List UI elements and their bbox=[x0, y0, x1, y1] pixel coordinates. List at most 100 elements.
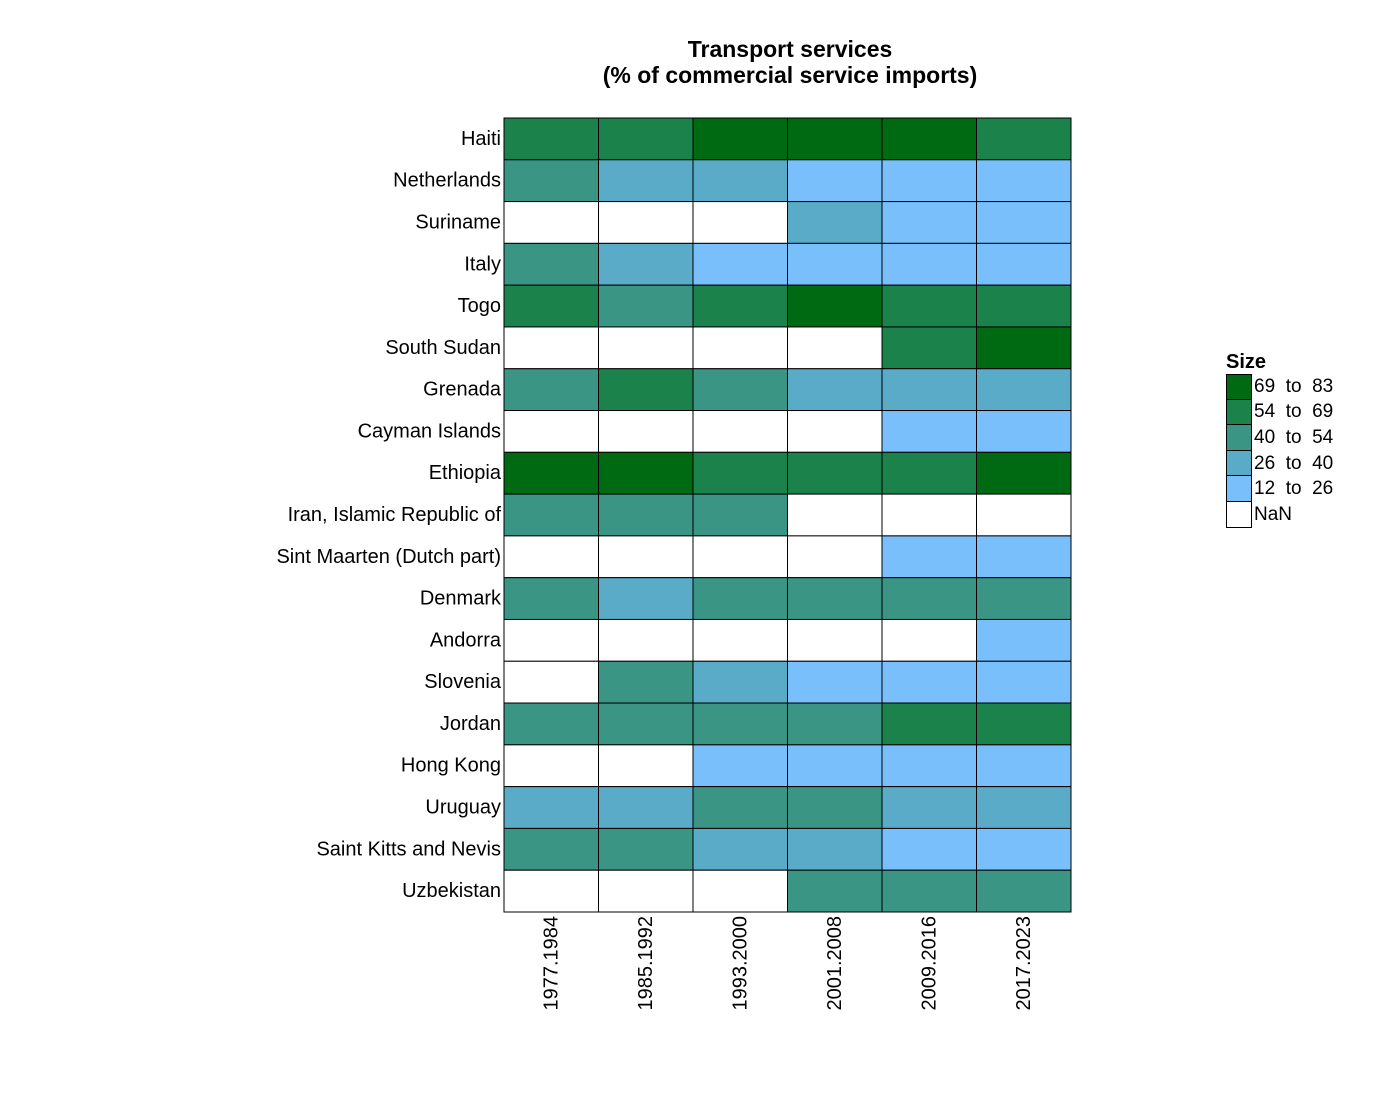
y-tick-label: Netherlands bbox=[393, 170, 501, 192]
heatmap-cell bbox=[598, 702, 694, 746]
heatmap-cell bbox=[503, 869, 599, 913]
heatmap-cell bbox=[692, 869, 788, 913]
heatmap-cell bbox=[787, 869, 883, 913]
heatmap-cell bbox=[503, 827, 599, 871]
heatmap-cell bbox=[598, 410, 694, 453]
y-tick-label: Iran, Islamic Republic of bbox=[288, 504, 502, 526]
legend-swatch bbox=[1226, 501, 1252, 528]
heatmap-cell bbox=[692, 451, 788, 495]
heatmap-cell bbox=[692, 618, 788, 662]
heatmap-cell bbox=[598, 201, 694, 244]
heatmap-cell bbox=[692, 827, 788, 871]
legend-swatch bbox=[1226, 476, 1252, 502]
heatmap-cell bbox=[503, 284, 599, 328]
heatmap-cell bbox=[787, 451, 883, 495]
heatmap-cell bbox=[598, 451, 694, 495]
legend-label: 26 to 40 bbox=[1254, 452, 1334, 474]
heatmap-cell bbox=[692, 284, 788, 328]
y-tick-label: Haiti bbox=[461, 128, 501, 150]
y-tick-label: South Sudan bbox=[385, 337, 501, 359]
heatmap-cells bbox=[503, 117, 1072, 913]
heatmap-cell bbox=[881, 577, 977, 620]
y-tick-label: Uruguay bbox=[425, 797, 501, 819]
heatmap-cell bbox=[881, 242, 977, 286]
heatmap-cell bbox=[503, 368, 599, 412]
heatmap-cell bbox=[503, 410, 599, 453]
heatmap-cell bbox=[881, 159, 977, 203]
heatmap-cell bbox=[881, 660, 977, 704]
heatmap-cell bbox=[598, 577, 694, 620]
heatmap-cell bbox=[881, 326, 977, 370]
heatmap-cell bbox=[881, 869, 977, 913]
heatmap-cell bbox=[881, 493, 977, 537]
heatmap-cell bbox=[503, 493, 599, 537]
heatmap-cell bbox=[503, 451, 599, 495]
heatmap-cell bbox=[598, 117, 694, 161]
y-tick-label: Italy bbox=[464, 253, 501, 275]
heatmap-cell bbox=[787, 410, 883, 453]
heatmap-cell bbox=[976, 368, 1072, 412]
heatmap-cell bbox=[976, 618, 1072, 662]
heatmap-cell bbox=[787, 577, 883, 620]
x-tick-label: 2001.2008 bbox=[824, 916, 846, 1011]
heatmap-cell bbox=[503, 744, 599, 788]
legend-item: NaN bbox=[1226, 501, 1333, 528]
heatmap-cell bbox=[503, 535, 599, 579]
heatmap-cell bbox=[787, 744, 883, 788]
heatmap-cell bbox=[692, 493, 788, 537]
heatmap-cell bbox=[598, 326, 694, 370]
y-tick-label: Suriname bbox=[415, 211, 501, 233]
heatmap-cell bbox=[881, 827, 977, 871]
heatmap-cell bbox=[787, 326, 883, 370]
chart-title-line-2: (% of commercial service imports) bbox=[602, 62, 978, 88]
heatmap-cell bbox=[598, 493, 694, 537]
legend-title: Size bbox=[1226, 351, 1267, 373]
legend-items: 69 to 83 54 to 69 40 to 54 26 to 40 12 to 26… bbox=[1226, 374, 1333, 528]
heatmap-cell bbox=[787, 368, 883, 412]
heatmap-cell bbox=[976, 702, 1072, 746]
legend-label: NaN bbox=[1254, 503, 1293, 525]
heatmap-cell bbox=[692, 786, 788, 829]
heatmap-cell bbox=[881, 744, 977, 788]
heatmap-cell bbox=[598, 242, 694, 286]
heatmap-cell bbox=[976, 493, 1072, 537]
heatmap-cell bbox=[881, 117, 977, 161]
heatmap-cell bbox=[598, 284, 694, 328]
heatmap-cell bbox=[692, 744, 788, 788]
heatmap-cell bbox=[503, 117, 599, 161]
x-tick-label: 2017.2023 bbox=[1013, 916, 1035, 1011]
heatmap-cell bbox=[692, 410, 788, 453]
heatmap-cell bbox=[503, 242, 599, 286]
heatmap-cell bbox=[692, 577, 788, 620]
y-tick-label: Saint Kitts and Nevis bbox=[316, 838, 501, 860]
heatmap-cell bbox=[503, 660, 599, 704]
heatmap-cell bbox=[976, 410, 1072, 453]
heatmap-cell bbox=[787, 493, 883, 537]
heatmap-cell bbox=[692, 326, 788, 370]
y-tick-label: Togo bbox=[458, 295, 501, 317]
heatmap-cell bbox=[976, 577, 1072, 620]
y-tick-label: Denmark bbox=[420, 588, 502, 610]
heatmap-cell bbox=[881, 451, 977, 495]
y-tick-label: Andorra bbox=[430, 629, 502, 651]
y-tick-label: Cayman Islands bbox=[358, 420, 501, 442]
y-tick-label: Sint Maarten (Dutch part) bbox=[276, 546, 501, 568]
heatmap-cell bbox=[503, 702, 599, 746]
legend-swatch bbox=[1226, 399, 1252, 426]
heatmap-cell bbox=[976, 284, 1072, 328]
y-axis-labels: Haiti Netherlands Suriname Italy Togo South S… bbox=[276, 128, 502, 902]
x-axis-labels: 1977.1984 1985.1992 1993.2000 2001.2008 2009… bbox=[540, 916, 1035, 1011]
heatmap-cell bbox=[976, 326, 1072, 370]
heatmap-cell bbox=[598, 535, 694, 579]
y-tick-label: Grenada bbox=[423, 379, 502, 401]
heatmap-cell bbox=[503, 326, 599, 370]
heatmap-cell bbox=[503, 577, 599, 620]
heatmap-cell bbox=[503, 201, 599, 244]
heatmap-cell bbox=[692, 117, 788, 161]
heatmap-cell bbox=[976, 242, 1072, 286]
heatmap-cell bbox=[692, 702, 788, 746]
heatmap-cell bbox=[787, 159, 883, 203]
legend: Size 69 to 83 54 to 69 40 to 54 26 to 40 12 … bbox=[1226, 350, 1333, 528]
heatmap-cell bbox=[881, 535, 977, 579]
